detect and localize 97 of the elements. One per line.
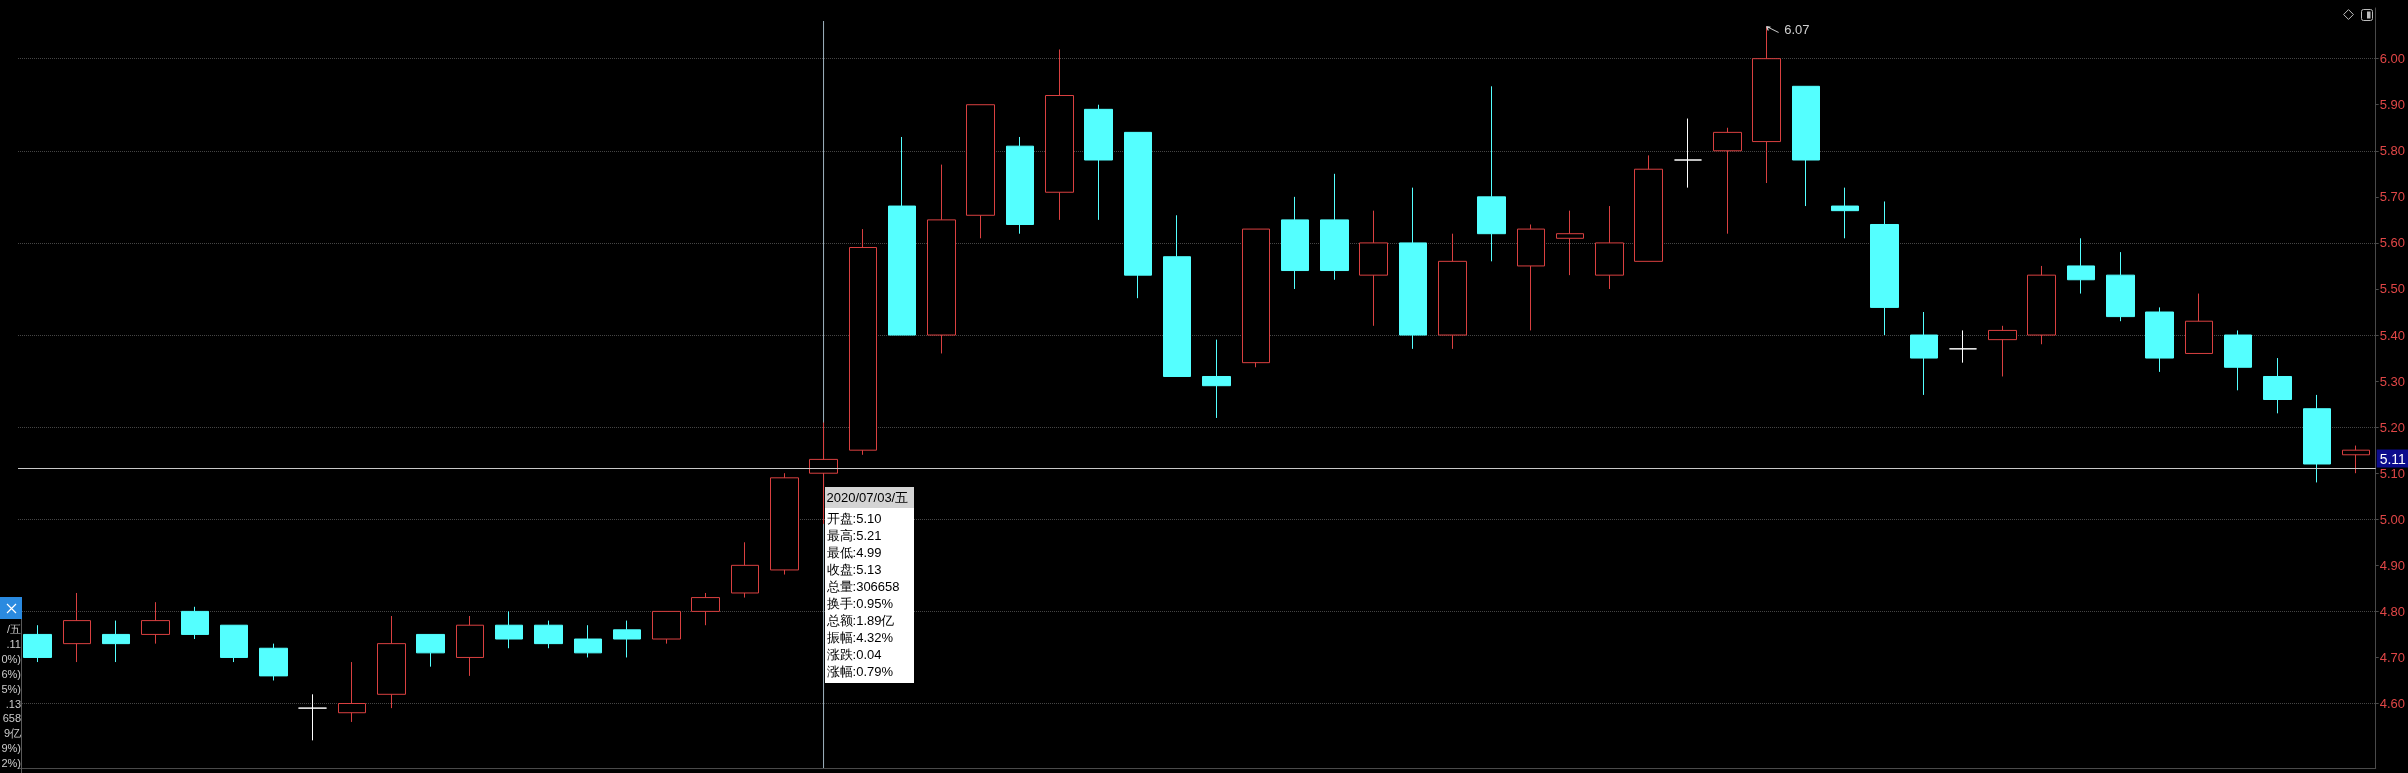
candlestick	[1281, 196, 1309, 290]
candlestick	[1163, 214, 1191, 377]
y-tick-label: 5.70	[2379, 189, 2406, 205]
annotation: 总量:306658	[826, 577, 900, 595]
candlestick	[2106, 251, 2135, 322]
candlestick	[338, 661, 366, 723]
candlestick	[259, 643, 288, 681]
candlestick	[63, 592, 91, 663]
candlestick	[2185, 293, 2213, 354]
candlestick	[1792, 85, 1820, 207]
annotation: 涨幅:0.79%	[826, 662, 894, 680]
annotation: 9%)	[1, 741, 21, 757]
y-tick-label: 5.20	[2379, 419, 2406, 435]
candlestick	[2303, 394, 2331, 483]
y-tick-label: 5.40	[2379, 327, 2406, 343]
annotation: 振幅:4.32%	[826, 628, 894, 646]
y-tick-label: 5.30	[2379, 373, 2406, 389]
candlestick	[1517, 223, 1545, 331]
candlestick	[1124, 131, 1152, 299]
candlestick	[888, 136, 916, 336]
candlestick	[377, 615, 406, 709]
annotation: .11	[6, 636, 21, 652]
candlestick	[1320, 173, 1349, 281]
candlestick	[1556, 210, 1584, 276]
candlestick	[1006, 136, 1034, 235]
candlestick	[1438, 233, 1467, 350]
y-tick-label: 5.80	[2379, 143, 2406, 159]
candlestick	[1831, 187, 1859, 239]
annotation: 9亿	[3, 726, 21, 742]
candlestick	[102, 620, 130, 663]
candlestick	[23, 624, 52, 663]
candlestick	[1084, 104, 1113, 221]
annotation: 0%)	[1, 651, 21, 667]
annotation: 6%)	[1, 666, 21, 682]
annotation: 开盘:5.10	[826, 509, 882, 527]
candlestick	[691, 592, 720, 626]
y-tick-label: 5.10	[2379, 465, 2406, 481]
candlestick	[1595, 205, 1624, 290]
candlestick	[141, 601, 170, 645]
y-tick-label: 5.50	[2379, 281, 2406, 297]
candlestick	[613, 620, 641, 658]
annotation: .13	[5, 696, 21, 712]
candlestick	[1870, 200, 1899, 336]
candlestick	[574, 624, 602, 658]
y-tick-label: 5.00	[2379, 511, 2406, 527]
candlestick	[1752, 25, 1781, 184]
candlestick	[1910, 311, 1938, 396]
candlestick	[1949, 329, 1977, 364]
candlestick	[1359, 210, 1388, 327]
ref-line-label: 5.11	[2379, 450, 2407, 467]
candlestick	[1399, 187, 1427, 350]
candlestick	[1713, 127, 1742, 235]
annotation: 换手:0.95%	[826, 594, 894, 612]
candlestick	[181, 606, 209, 640]
candlestick	[1988, 325, 2017, 377]
candlestick	[1242, 228, 1270, 368]
candlestick	[770, 472, 799, 576]
candlestick	[2263, 357, 2292, 414]
candlestick	[2067, 237, 2095, 295]
candlestick	[849, 228, 877, 456]
y-tick-label: 5.60	[2379, 235, 2406, 251]
annotation: 最高:5.21	[826, 526, 882, 544]
candlestick	[2145, 306, 2174, 373]
candlestick	[1634, 154, 1663, 262]
candlestick	[534, 620, 563, 649]
annotation: 5%)	[1, 681, 21, 697]
annotation: 2%)	[1, 756, 21, 771]
annotation: 总额:1.89亿	[826, 611, 895, 629]
candlestick	[966, 104, 995, 239]
candlestick	[652, 610, 681, 645]
candlestick	[1045, 48, 1074, 221]
candlestick	[1477, 85, 1506, 262]
annotation: 收盘:5.13	[826, 560, 882, 578]
candlestick	[1202, 339, 1231, 419]
candlestick	[220, 624, 248, 663]
candlestick	[731, 541, 759, 599]
y-tick-label: 4.90	[2379, 557, 2406, 573]
candlestick	[2027, 265, 2056, 345]
y-tick-label: 5.90	[2379, 97, 2406, 113]
y-tick-label: 4.80	[2379, 603, 2406, 619]
annotation: 涨跌:0.04	[826, 645, 882, 663]
annotation: 最低:4.99	[826, 543, 882, 561]
candlestick	[456, 615, 484, 677]
annotation: 658	[2, 711, 21, 727]
candlestick	[2342, 445, 2370, 474]
text: 6.07	[1784, 21, 1810, 37]
y-tick-label: 4.70	[2379, 649, 2406, 665]
y-tick-label: 6.00	[2379, 51, 2406, 67]
candlestick	[416, 633, 445, 668]
candlestick	[495, 610, 523, 649]
annotation: /五	[6, 622, 21, 637]
candlestick	[1674, 118, 1702, 189]
candlestick	[927, 164, 956, 354]
candlestick	[2224, 329, 2252, 391]
annotation: 2020/07/03/五	[826, 488, 909, 506]
candlestick	[298, 693, 327, 741]
y-tick-label: 4.60	[2379, 696, 2406, 712]
